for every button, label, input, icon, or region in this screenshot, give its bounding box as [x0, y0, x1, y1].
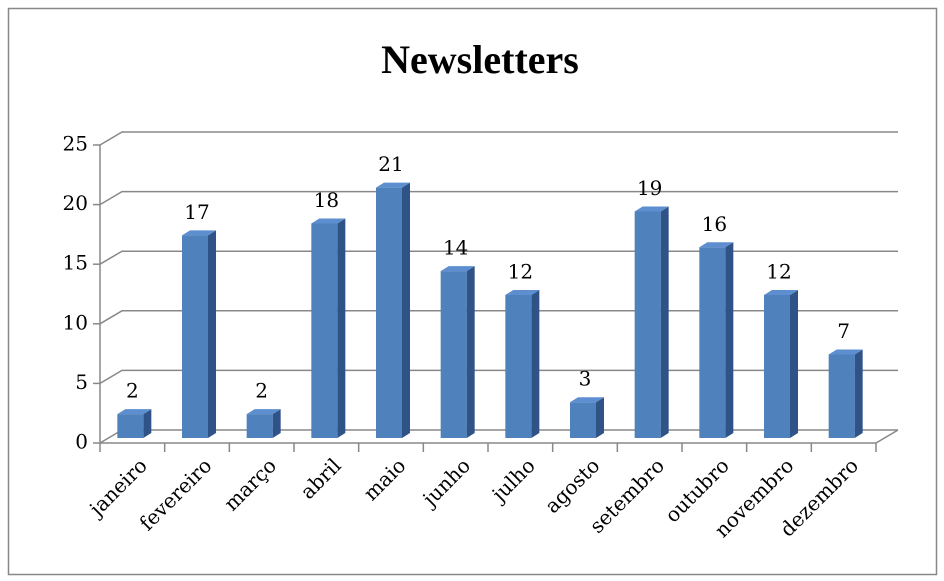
bar-front — [505, 294, 532, 438]
bar-front — [440, 271, 467, 438]
bar — [440, 266, 475, 438]
bar — [376, 182, 410, 438]
bar-top — [828, 349, 863, 355]
bar-side — [208, 230, 216, 438]
bar-top — [764, 289, 798, 295]
bar-side — [596, 397, 604, 438]
bar-top — [311, 218, 346, 224]
bar-top — [246, 409, 281, 415]
bar-top — [570, 397, 604, 403]
y-tick-label: 10 — [63, 310, 88, 334]
bar-front — [828, 354, 855, 438]
bar — [117, 409, 152, 438]
bar — [505, 289, 540, 438]
bar-side — [466, 266, 475, 438]
bar-front — [376, 187, 402, 438]
data-label: 12 — [508, 259, 533, 283]
bar — [570, 397, 604, 438]
bar-top — [634, 206, 669, 212]
bar-front — [182, 235, 208, 438]
data-label: 17 — [184, 200, 209, 224]
data-label: 2 — [255, 379, 268, 403]
bar — [634, 206, 669, 438]
data-label: 3 — [579, 367, 592, 391]
bar-front — [246, 414, 273, 438]
bar-side — [790, 289, 798, 438]
y-tick-label: 20 — [63, 191, 88, 215]
data-label: 7 — [837, 319, 850, 343]
bar-top — [699, 242, 734, 248]
data-label: 12 — [766, 259, 791, 283]
bar-front — [117, 414, 144, 438]
bar — [311, 218, 346, 438]
bar — [699, 242, 734, 438]
bar-side — [660, 206, 669, 438]
bar-front — [634, 211, 661, 438]
y-tick-label: 15 — [63, 251, 88, 275]
bar — [246, 409, 281, 438]
data-label: 16 — [702, 212, 727, 236]
bar-side — [725, 242, 734, 438]
bar-side — [143, 409, 152, 438]
bar-front — [699, 247, 726, 438]
bar-top — [117, 409, 152, 415]
bar — [828, 349, 863, 438]
bar-top — [440, 266, 475, 272]
chart-title: Newsletters — [381, 37, 579, 82]
y-tick-label: 25 — [63, 132, 88, 156]
grid-line — [99, 131, 898, 146]
bar-side — [854, 349, 863, 438]
bar-side — [531, 289, 540, 438]
bar-top — [505, 289, 540, 295]
bar-front — [311, 223, 338, 438]
data-label: 18 — [314, 188, 339, 212]
grid-line — [99, 190, 898, 206]
y-tick-label: 5 — [75, 370, 88, 394]
bar-side — [337, 218, 346, 438]
bar — [182, 230, 216, 438]
data-label: 19 — [637, 176, 662, 200]
data-label: 21 — [378, 152, 403, 176]
bar — [764, 289, 798, 438]
bar-front — [570, 402, 596, 438]
bar-top — [182, 230, 216, 236]
data-label: 2 — [126, 379, 139, 403]
bar-top — [376, 182, 410, 188]
bar-front — [764, 294, 790, 438]
y-tick-label: 0 — [75, 430, 88, 454]
data-label: 14 — [443, 236, 468, 260]
bar-side — [272, 409, 281, 438]
bar-side — [402, 182, 410, 438]
